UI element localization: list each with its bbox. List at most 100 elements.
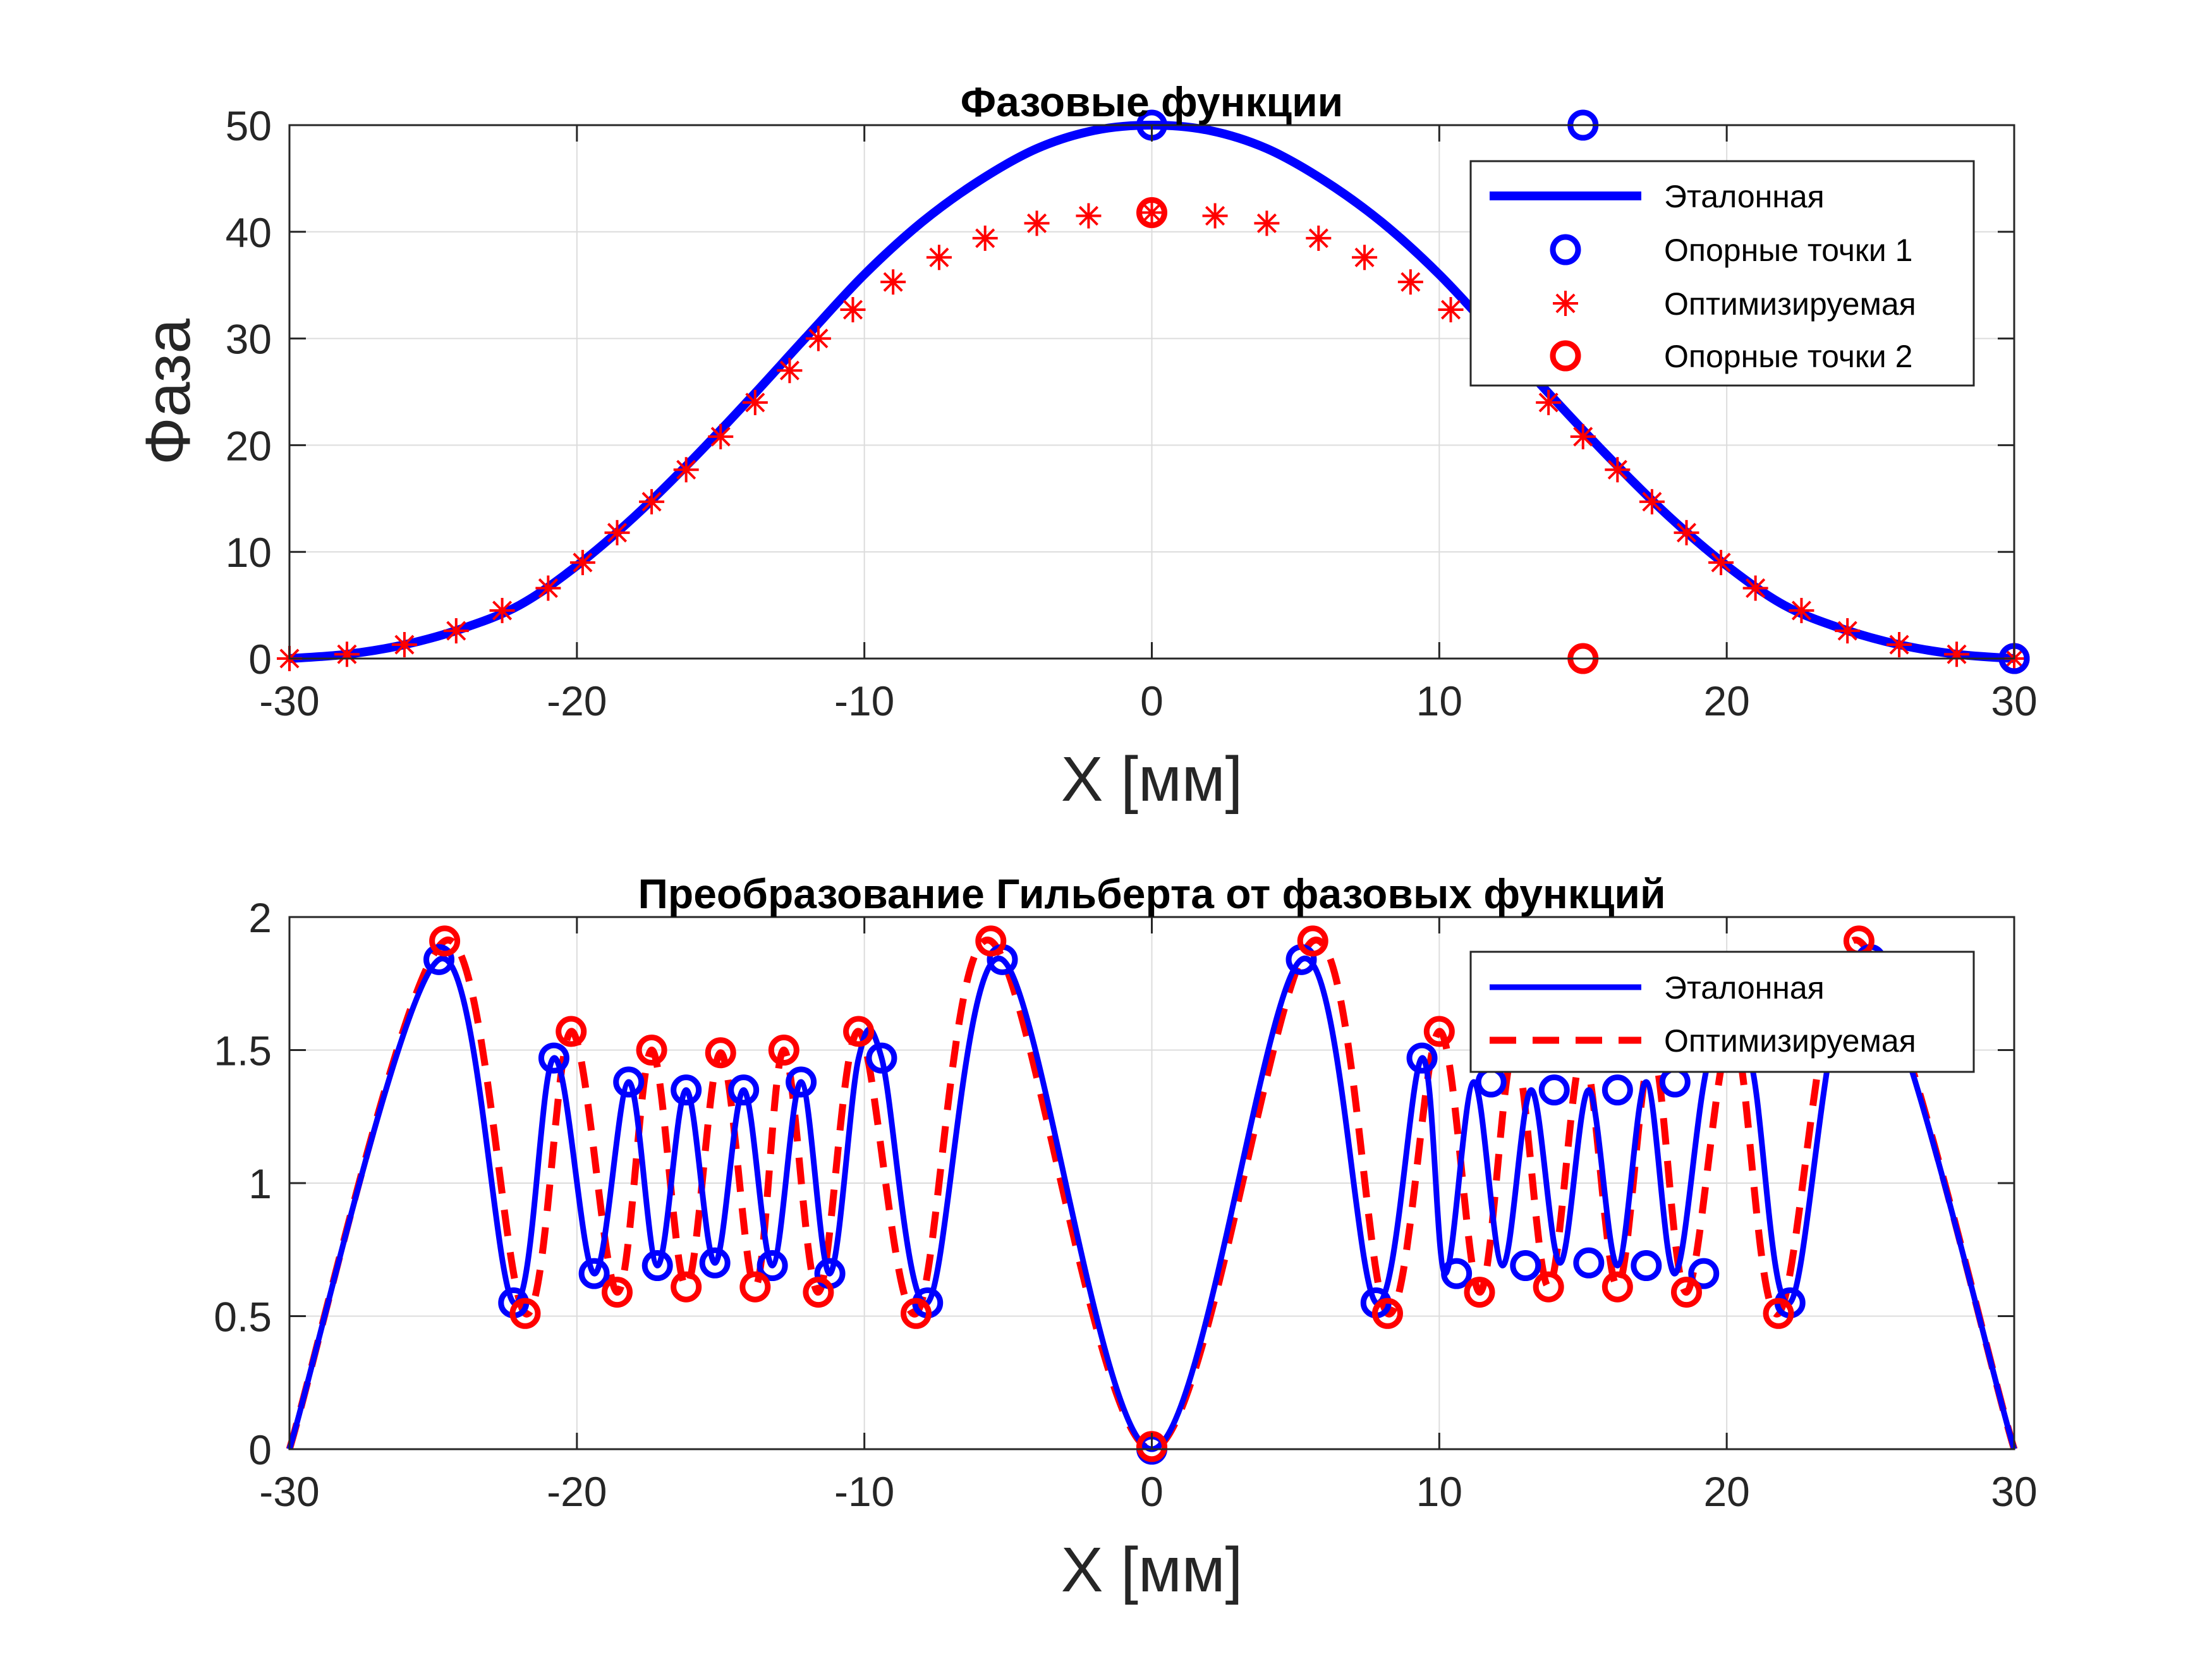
legend-label-etalon: Эталонная — [1664, 970, 1825, 1006]
marker-etalon — [866, 1042, 897, 1074]
marker-optimized — [604, 520, 630, 545]
marker-optimized — [777, 358, 803, 384]
legend-symbol-optimized — [1553, 291, 1578, 316]
legend-box — [1469, 951, 1975, 1073]
marker-optimized — [1789, 598, 1814, 624]
marker-optimized — [1202, 203, 1228, 229]
legend-label-optimized: Оптимизируемая — [1664, 1023, 1916, 1059]
y-tick-label: 0.5 — [214, 1294, 272, 1340]
marker-optimized — [1742, 575, 1768, 601]
marker-optimized — [1708, 550, 1734, 576]
marker-optimized — [805, 325, 831, 351]
marker-etalon — [641, 1250, 673, 1282]
marker-optimized — [843, 1016, 875, 1047]
marker-etalon — [728, 1074, 760, 1106]
x-tick-label: -30 — [259, 678, 319, 724]
x-tick-label: 0 — [1140, 678, 1164, 724]
legend-label-ref-points-1: Опорные точки 1 — [1664, 233, 1912, 268]
y-tick-label: 30 — [226, 316, 272, 363]
x-tick-label: 20 — [1703, 1468, 1749, 1515]
marker-etalon — [578, 1258, 610, 1289]
marker-optimized — [972, 225, 998, 251]
marker-optimized — [975, 925, 1007, 957]
chart-phase-functions: -30 -20 -10 0 10 20 30 0 10 20 30 40 50 Фазовые функ… — [133, 78, 2038, 815]
y-tick-label: 10 — [226, 529, 272, 576]
x-tick-label: 10 — [1416, 678, 1462, 724]
marker-etalon — [1601, 1074, 1633, 1106]
x-tick-label: 20 — [1703, 678, 1749, 724]
marker-optimized — [1306, 225, 1332, 251]
marker-optimized — [602, 1277, 633, 1308]
marker-optimized — [739, 1271, 771, 1303]
marker-optimized — [429, 925, 461, 957]
marker-optimized — [1076, 203, 1102, 229]
marker-etalon — [613, 1066, 645, 1098]
marker-optimized — [636, 1035, 667, 1066]
legend: Эталонная Опорные точки 1 Оптимизируемая… — [1469, 160, 1975, 387]
legend-label-optimized: Оптимизируемая — [1664, 286, 1916, 322]
x-axis-label: X [мм] — [1061, 744, 1243, 815]
y-axis-label: Фаза — [133, 319, 204, 465]
marker-optimized — [768, 1035, 799, 1066]
x-axis-label: X [мм] — [1061, 1534, 1243, 1605]
marker-optimized — [1139, 200, 1165, 226]
marker-optimized — [1371, 1297, 1403, 1329]
marker-optimized — [1835, 618, 1861, 644]
y-tick-label: 0 — [248, 636, 272, 683]
y-tick-label: 0 — [248, 1426, 272, 1473]
chart-title: Преобразование Гильберта от фазовых функ… — [638, 870, 1665, 917]
marker-optimized — [1944, 641, 1970, 667]
marker-optimized — [556, 1016, 587, 1047]
x-tick-label: 10 — [1416, 1468, 1462, 1515]
marker-optimized — [1763, 1297, 1794, 1329]
legend-label-ref-points-2: Опорные точки 2 — [1664, 339, 1912, 374]
marker-optimized — [901, 1297, 932, 1329]
marker-optimized — [1639, 489, 1665, 514]
marker-optimized — [1297, 925, 1328, 957]
marker-optimized — [391, 632, 417, 658]
marker-optimized — [673, 457, 699, 483]
series-line-optimized — [286, 936, 2018, 1453]
marker-optimized — [1601, 1271, 1633, 1303]
marker-optimized — [880, 269, 906, 295]
y-tick-label: 1.5 — [214, 1028, 272, 1074]
y-tick-label: 2 — [248, 894, 272, 941]
legend-label-etalon: Эталонная — [1664, 179, 1825, 214]
marker-etalon — [1631, 1250, 1662, 1282]
marker-optimized — [1674, 520, 1699, 545]
marker-optimized — [334, 641, 360, 667]
marker-optimized — [742, 389, 768, 415]
marker-etalon — [1538, 1074, 1570, 1106]
marker-optimized — [509, 1297, 541, 1329]
y-tick-label: 1 — [248, 1160, 272, 1207]
marker-optimized — [1438, 297, 1464, 323]
y-tick-label: 40 — [226, 209, 272, 256]
marker-etalon — [1510, 1250, 1541, 1282]
marker-optimized — [1024, 210, 1050, 236]
marker-optimized — [1605, 457, 1631, 483]
chart-hilbert-transform: -30 -20 -10 0 10 20 30 0 0.5 1 1.5 2 Преобразование… — [214, 870, 2037, 1605]
x-tick-label: -10 — [834, 1468, 894, 1515]
marker-etalon — [423, 944, 455, 975]
marker-optimized — [1423, 1016, 1455, 1047]
marker-optimized — [639, 489, 665, 514]
x-tick-label: 30 — [1991, 678, 2037, 724]
marker-etalon — [699, 1247, 731, 1279]
marker-optimized — [1887, 632, 1912, 658]
marker-optimized — [705, 1037, 736, 1069]
marker-etalon — [1406, 1042, 1438, 1074]
marker-optimized — [1570, 423, 1596, 449]
marker-optimized — [1536, 389, 1562, 415]
marker-etalon — [1573, 1247, 1605, 1279]
marker-optimized — [1254, 210, 1280, 236]
marker-optimized — [1352, 245, 1378, 270]
marker-etalon — [538, 1042, 569, 1074]
marker-etalon — [757, 1250, 788, 1282]
marker-optimized — [1464, 1277, 1495, 1308]
marker-optimized — [803, 1277, 834, 1308]
y-tick-label: 20 — [226, 422, 272, 469]
marker-etalon — [786, 1066, 817, 1098]
x-tick-label: -20 — [547, 678, 607, 724]
marker-optimized — [708, 423, 734, 449]
